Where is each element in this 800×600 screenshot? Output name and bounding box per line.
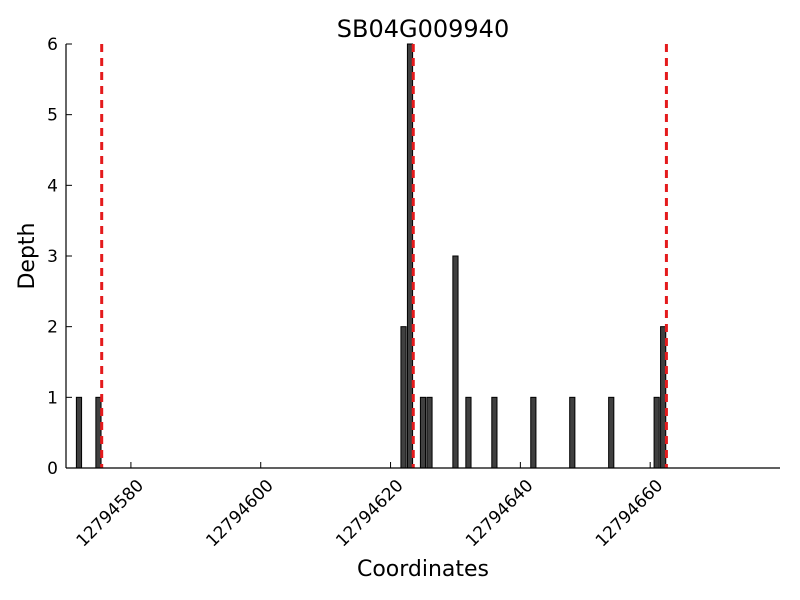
y-tick-label-0: 0 — [47, 459, 58, 479]
x-tick-label-1: 12794600 — [202, 476, 277, 551]
y-tick-label-6: 6 — [47, 35, 58, 55]
depth-bar-6 — [452, 255, 459, 469]
ticks-layer: 0 1 2 3 4 5 6 12794580 12794600 12794620 12794640 1… — [47, 35, 667, 551]
depth-bar-5 — [426, 396, 433, 469]
x-tick-label-2: 12794620 — [332, 476, 407, 551]
y-tick-label-5: 5 — [47, 106, 58, 126]
x-tick-label-4: 12794660 — [592, 476, 667, 551]
y-tick-label-1: 1 — [47, 388, 58, 408]
depth-bar-10 — [569, 396, 576, 469]
x-axis-label: Coordinates — [357, 557, 489, 582]
y-tick-label-3: 3 — [47, 247, 58, 267]
depth-bar-0 — [75, 396, 83, 469]
depth-bar-2 — [400, 326, 407, 469]
depth-bar-4 — [419, 396, 427, 469]
x-tick-label-3: 12794640 — [462, 476, 537, 551]
depth-bar-11 — [608, 396, 615, 469]
bars-layer — [75, 43, 667, 469]
markers-layer — [100, 44, 668, 468]
y-tick-label-4: 4 — [47, 176, 58, 196]
depth-bar-8 — [491, 396, 498, 469]
y-tick-label-2: 2 — [47, 318, 58, 338]
depth-bar-9 — [530, 396, 537, 469]
x-tick-label-0: 12794580 — [73, 476, 148, 551]
depth-bar-7 — [465, 396, 472, 469]
chart-title: SB04G009940 — [337, 15, 509, 43]
y-axis-label: Depth — [15, 222, 40, 289]
depth-bar-12 — [653, 396, 660, 469]
